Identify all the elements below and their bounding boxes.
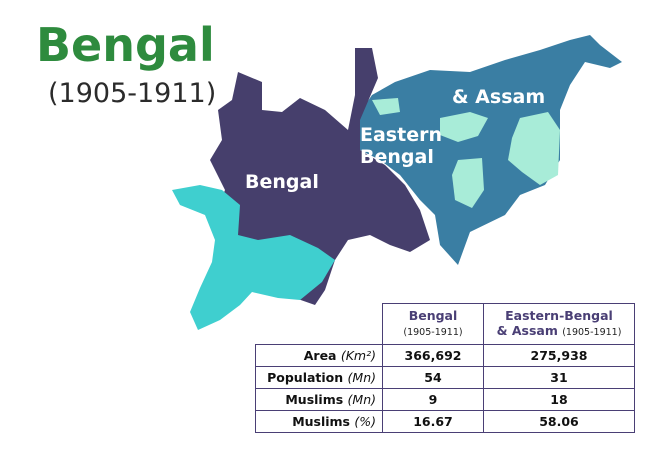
row-label: Muslims (Mn) xyxy=(255,388,383,411)
map-label: Bengal xyxy=(245,171,319,193)
eastern-bengal-assam-region xyxy=(355,35,622,265)
map-label: Eastern xyxy=(360,124,442,146)
table-row: Population (Mn) 54 31 xyxy=(255,366,635,389)
row-unit: (%) xyxy=(354,414,376,429)
stats-table: Bengal (1905-1911) Eastern-Bengal & Assam … xyxy=(255,303,635,433)
cell-value: 275,938 xyxy=(483,344,635,367)
hill-region xyxy=(452,158,484,208)
column-name: & Assam xyxy=(496,323,558,338)
map-label: & Assam xyxy=(452,86,545,108)
table-row: Area (Km²) 366,692 275,938 xyxy=(255,344,635,367)
row-label: Muslims (%) xyxy=(255,410,383,433)
cell-value: 18 xyxy=(483,388,635,411)
row-unit: (Km²) xyxy=(340,348,376,363)
column-period: (1905-1911) xyxy=(403,327,463,338)
row-name: Area xyxy=(303,348,337,363)
column-name: Eastern-Bengal xyxy=(505,308,613,323)
row-label: Area (Km²) xyxy=(255,344,383,367)
row-unit: (Mn) xyxy=(347,392,376,407)
table-row: Muslims (%) 16.67 58.06 xyxy=(255,410,635,433)
cell-value: 31 xyxy=(483,366,635,389)
row-name: Muslims xyxy=(285,392,344,407)
title: Bengal xyxy=(36,18,215,72)
western-region xyxy=(172,185,335,330)
row-unit: (Mn) xyxy=(347,370,376,385)
cell-value: 16.67 xyxy=(382,410,484,433)
table-body: Area (Km²) 366,692 275,938 Population (Mn) 5… xyxy=(255,344,635,433)
map-label: Bengal xyxy=(360,146,434,168)
cell-value: 366,692 xyxy=(382,344,484,367)
column-period: (1905-1911) xyxy=(562,327,622,338)
column-header: Bengal (1905-1911) xyxy=(382,303,484,345)
row-label: Population (Mn) xyxy=(255,366,383,389)
subtitle: (1905-1911) xyxy=(48,78,217,109)
column-header: Eastern-Bengal & Assam (1905-1911) xyxy=(483,303,635,345)
cell-value: 9 xyxy=(382,388,484,411)
cell-value: 54 xyxy=(382,366,484,389)
row-name: Population xyxy=(267,370,344,385)
corner xyxy=(255,303,383,345)
hill-region xyxy=(508,112,560,185)
column-name: Bengal xyxy=(408,308,458,323)
table-row: Muslims (Mn) 9 18 xyxy=(255,388,635,411)
hill-region xyxy=(372,98,400,115)
row-name: Muslims xyxy=(292,414,350,429)
cell-value: 58.06 xyxy=(483,410,635,433)
hill-region xyxy=(440,112,488,142)
